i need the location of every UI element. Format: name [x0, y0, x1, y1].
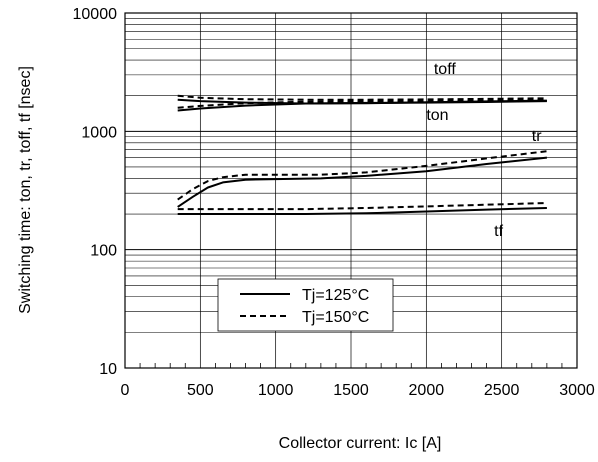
- curve-label-ton: ton: [426, 107, 448, 124]
- x-tick-label: 1000: [258, 382, 294, 399]
- x-tick-label: 500: [187, 382, 214, 399]
- curve-labels: toff ton tr tf: [426, 61, 542, 240]
- x-tick-label: 0: [121, 382, 130, 399]
- curve-label-tf: tf: [494, 223, 503, 240]
- x-tick-label: 1500: [333, 382, 369, 399]
- curve-label-toff: toff: [434, 61, 457, 78]
- y-axis-label: Switching time: ton, tr, toff, tf [nsec]: [17, 66, 34, 314]
- tick-labels: 0 500 1000 1500 2000 2500 3000 10 100 1000 10000: [73, 6, 595, 399]
- y-tick-label: 100: [90, 243, 117, 260]
- legend-box: [217, 278, 394, 332]
- tf-dashed-line: [177, 202, 547, 211]
- x-axis-label: Collector current: Ic [A]: [279, 435, 442, 452]
- legend: Tj=125°C Tj=150°C: [217, 278, 394, 332]
- y-tick-label: 1000: [81, 124, 117, 141]
- series-lines: [177, 94, 548, 215]
- x-tick-label: 3000: [559, 382, 595, 399]
- plot-frame: [124, 12, 578, 369]
- y-tick-label: 10000: [73, 6, 118, 23]
- curve-label-tr: tr: [532, 128, 542, 145]
- ton-dashed-line: [177, 98, 547, 109]
- ton-solid-line: [177, 100, 547, 112]
- x-tick-label: 2500: [484, 382, 520, 399]
- tr-solid-line: [177, 156, 548, 208]
- tf-solid-line: [177, 207, 547, 215]
- toff-dashed-line: [177, 94, 547, 101]
- tr-dashed-line: [177, 150, 548, 201]
- y-tick-label: 10: [99, 361, 117, 378]
- x-tick-label: 2000: [409, 382, 445, 399]
- legend-label-125: Tj=125°C: [302, 287, 369, 304]
- legend-label-150: Tj=150°C: [302, 309, 369, 326]
